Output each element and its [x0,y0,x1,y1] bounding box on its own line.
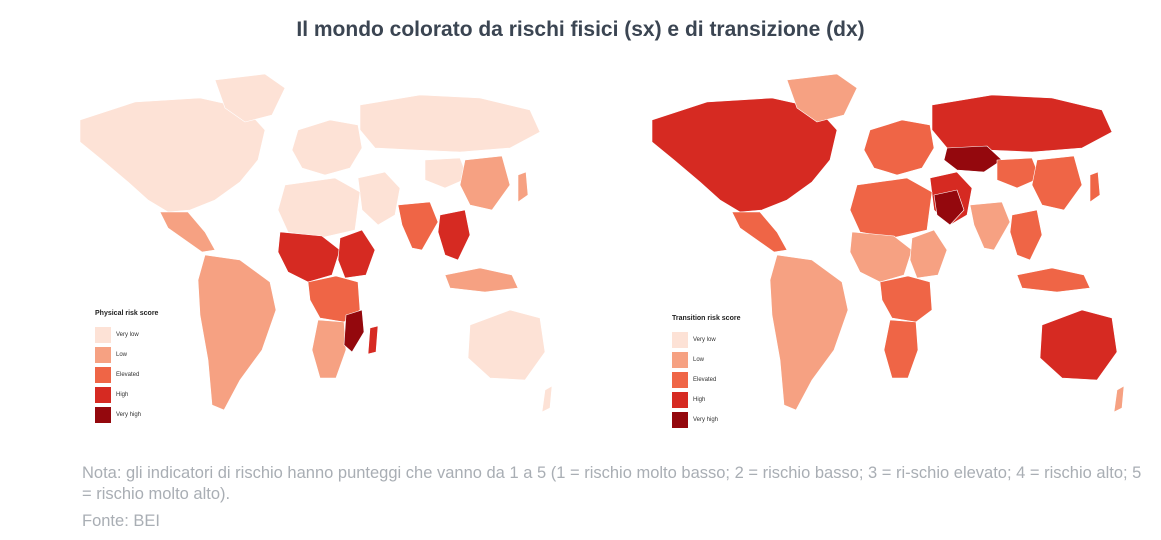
region-north-africa [849,177,933,239]
region-madagascar [367,325,379,355]
legend-label: High [693,397,706,403]
legend-swatch [95,367,111,383]
region-greenland [786,73,858,123]
region-europe [863,119,935,176]
region-north-america [651,97,838,213]
legend-item: Elevated [95,365,158,385]
legend-swatch [672,332,688,348]
region-new-zealand [1113,385,1125,413]
region-india [969,201,1011,251]
legend-label: High [116,392,129,398]
region-russia [359,94,541,153]
region-central-america [159,211,216,253]
legend-label: Very low [116,332,139,338]
legend-title: Physical risk score [95,310,159,317]
legend-label: Low [116,352,128,358]
legend-label: Elevated [693,377,717,383]
region-south-america [769,254,849,411]
region-indonesia [1016,267,1091,293]
region-japan [1089,171,1101,203]
region-east-africa [909,229,948,279]
legend-item: Very low [95,325,158,345]
region-north-africa [277,177,361,239]
legend-item: High [672,390,740,410]
legend-item: Very high [95,405,158,425]
transition-risk-legend: Transition risk score Very low Low Eleva… [672,315,740,430]
region-europe [291,119,363,176]
legend-label: Elevated [116,372,140,378]
legend-swatch [95,347,111,363]
legend-swatch [95,407,111,423]
physical-risk-legend: Physical risk score Very low Low Elevate… [95,310,158,425]
region-southern-africa [883,319,919,379]
region-central-america [731,211,788,253]
physical-risk-map-svg [79,73,553,413]
region-russia [931,94,1113,153]
transition-risk-map-svg [651,73,1125,413]
figure-title: Il mondo colorato da rischi fisici (sx) … [296,18,865,41]
region-australia [1039,309,1118,381]
legend-item: Very high [672,410,740,430]
legend-swatch [95,327,111,343]
region-indonesia [444,267,519,293]
region-japan [517,171,529,203]
footnote: Nota: gli indicatori di rischio hanno pu… [82,464,1142,503]
legend-swatch [672,412,688,428]
region-south-america [197,254,277,411]
region-australia [467,309,546,381]
region-east-africa [337,229,376,279]
legend-item: High [95,385,158,405]
transition-risk-map: Transition risk score Very low Low Eleva… [612,60,1142,455]
region-southeast-asia [437,209,471,261]
legend-label: Low [693,357,705,363]
legend-item: Low [672,350,740,370]
region-west-africa [849,231,913,283]
region-china-east [1031,155,1083,211]
region-kazakhstan [943,145,1003,173]
region-mozambique [343,309,365,353]
legend-item: Very low [672,330,740,350]
legend-title: Transition risk score [672,315,741,322]
region-middle-east [357,171,401,226]
region-india [397,201,439,251]
legend-item: Elevated [672,370,740,390]
region-china-west [996,157,1041,189]
region-new-zealand [541,385,553,413]
physical-risk-map: Physical risk score Very low Low Elevate… [40,60,570,455]
legend-swatch [672,372,688,388]
legend-swatch [672,352,688,368]
region-central-africa [879,275,933,323]
region-china-west [424,157,469,189]
source-note: Fonte: BEI [82,512,160,530]
region-china-east [459,155,511,211]
legend-label: Very low [693,337,716,343]
legend-label: Very high [693,417,719,423]
legend-item: Low [95,345,158,365]
region-saudi-arabia [933,189,965,226]
region-southern-africa [311,319,347,379]
legend-label: Very high [116,412,142,418]
legend-swatch [672,392,688,408]
region-north-america [79,97,266,213]
legend-swatch [95,387,111,403]
region-west-africa [277,231,341,283]
region-greenland [214,73,286,123]
region-southeast-asia [1009,209,1043,261]
